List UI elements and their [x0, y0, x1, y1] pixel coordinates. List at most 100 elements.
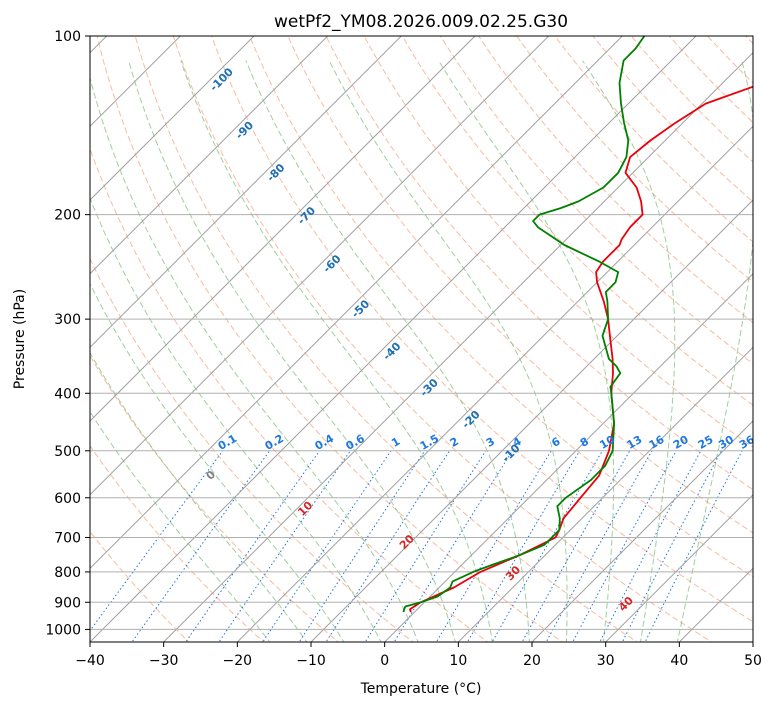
y-axis-title: Pressure (hPa)	[12, 289, 28, 389]
isotherm-label: -90	[233, 118, 256, 141]
dry-adiabat-line	[210, 36, 753, 623]
isotherm-label: -70	[295, 204, 318, 227]
y-tick-label: 400	[54, 386, 81, 402]
dry-adiabat-line	[516, 36, 753, 283]
mixing-ratio-line	[621, 450, 722, 642]
isotherm-label: -60	[320, 252, 343, 275]
dry-adiabat-line	[745, 36, 753, 45]
dry-adiabat-line	[630, 36, 753, 163]
mixing-ratio-label: 30	[716, 433, 736, 452]
mixing-ratio-label: 1	[389, 435, 402, 450]
x-tick-label: −20	[223, 653, 253, 669]
moist-adiabat-line	[90, 282, 345, 642]
mixing-ratio-line	[262, 450, 392, 642]
plot-frame	[89, 35, 754, 643]
profile-lines	[402, 36, 753, 613]
isotherm-label: -50	[349, 297, 372, 320]
y-tick-label: 300	[54, 312, 81, 328]
isotherm-line	[383, 272, 753, 642]
isotherm-line	[90, 36, 403, 349]
mixing-ratio-line	[90, 450, 224, 632]
mixing-ratio-line	[599, 450, 702, 642]
x-tick-label: 0	[380, 653, 389, 669]
x-tick-label: 20	[523, 653, 541, 669]
isotherm-line	[90, 36, 550, 496]
isotherm-line	[90, 36, 182, 128]
mixing-ratio-line	[325, 450, 451, 642]
y-tick-label: 600	[54, 491, 81, 507]
isotherm-line	[90, 36, 329, 275]
x-tick-label: −40	[75, 653, 105, 669]
dry-adiabat-line	[90, 444, 265, 642]
dry-adiabat-line	[287, 36, 753, 534]
y-tick-label: 100	[54, 29, 81, 45]
mixing-ratio-line	[644, 450, 743, 642]
mixing-ratio-line	[572, 450, 677, 642]
isotherm-line	[531, 420, 753, 642]
isotherm-label: -100	[207, 65, 236, 94]
dewpoint-profile-line	[402, 36, 646, 613]
mixing-ratio-label: 0.4	[313, 432, 337, 453]
x-tick-label: 30	[597, 653, 615, 669]
chart-title: wetPf2_YM08.2026.009.02.25.G30	[274, 12, 568, 32]
moist-adiabat-line	[180, 60, 493, 642]
y-tick-label: 700	[54, 531, 81, 547]
mixing-ratio-label: 0.6	[343, 432, 367, 453]
temperature-profile-line	[409, 85, 753, 613]
mixing-ratio-label: 13	[625, 433, 645, 452]
moist-adiabat-line	[582, 60, 676, 642]
mixing-ratio-label: 1.5	[418, 432, 441, 453]
mixing-ratio-label: 2	[448, 435, 461, 450]
isotherm-line	[90, 36, 255, 201]
dry-adiabat-label: 20	[397, 532, 417, 552]
x-tick-label: 40	[670, 653, 688, 669]
dry-adiabat-label: 40	[616, 594, 636, 614]
mixing-ratio-line	[364, 450, 487, 642]
isotherm-line	[90, 36, 697, 642]
moist-adiabats	[90, 60, 753, 642]
isotherm-label: -20	[459, 408, 482, 431]
dry-adiabat-line	[439, 36, 753, 365]
mixing-ratio-line	[491, 450, 603, 642]
dry-adiabat-line	[401, 36, 753, 406]
y-tick-label: 900	[54, 595, 81, 611]
isotherm-line	[310, 199, 753, 642]
mixing-ratio-line	[218, 450, 351, 642]
moist-adiabat-line	[128, 60, 456, 642]
isotherm-line	[162, 51, 753, 642]
isotherm-line	[236, 125, 753, 642]
x-tick-label: 50	[744, 653, 762, 669]
dry-adiabat-line	[249, 36, 753, 578]
y-tick-label: 200	[54, 208, 81, 224]
dry-adiabat-label: 10	[295, 499, 315, 519]
isotherm-line	[90, 36, 624, 570]
y-tick-label: 1000	[45, 622, 81, 638]
isotherm-label: -40	[380, 339, 403, 362]
moist-adiabat-line	[90, 410, 271, 642]
x-tick-label: −30	[149, 653, 179, 669]
isotherm-label: -30	[418, 376, 441, 399]
dry-adiabat-line	[134, 36, 638, 642]
isotherm-line	[678, 567, 753, 642]
isotherm-lines	[90, 36, 753, 642]
mixing-ratio-label: 0.1	[216, 432, 239, 453]
pressure-gridlines	[90, 36, 753, 630]
moist-adiabat-line	[676, 60, 753, 642]
mixing-ratio-line	[393, 450, 513, 642]
x-tick-label: 10	[449, 653, 467, 669]
dry-adiabat-line	[706, 36, 753, 84]
isotherm-label: -80	[264, 161, 287, 184]
x-axis: −40 −30 −20 −10 0 10 20 30 40 50	[75, 642, 762, 669]
dry-adiabat-line	[90, 257, 414, 642]
dry-adiabat-line	[325, 36, 753, 491]
y-axis: 100 200 300 400 500 600 700 800 900 1000	[45, 29, 90, 638]
isotherm-line	[752, 641, 753, 642]
x-tick-label: −10	[296, 653, 326, 669]
moist-adiabat-line	[328, 60, 568, 642]
mixing-ratio-label: 16	[647, 433, 667, 452]
dry-adiabat-line	[96, 36, 564, 642]
mixing-ratio-line	[298, 450, 426, 642]
mixing-ratio-line	[466, 450, 581, 642]
x-axis-title: Temperature (°C)	[360, 681, 482, 697]
